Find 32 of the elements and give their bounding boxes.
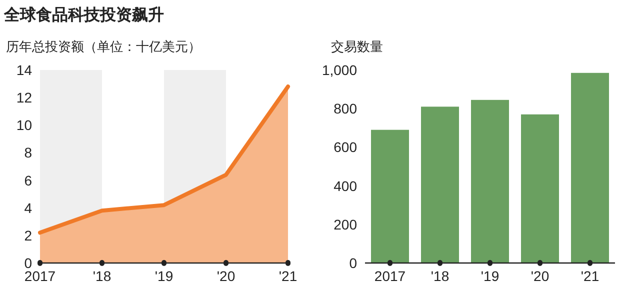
y-tick-label: 2 [24, 227, 32, 244]
bar [521, 114, 559, 263]
y-axis-title: 历年总投资额（单位：十亿美元） [6, 39, 201, 54]
bar [471, 100, 509, 263]
y-tick-label: 14 [16, 62, 32, 78]
y-tick-label: 800 [334, 100, 358, 117]
y-tick-label: 4 [24, 200, 32, 216]
bar [421, 106, 459, 263]
y-tick-label: 600 [334, 139, 358, 156]
x-tick-label: 2017 [374, 268, 406, 284]
x-tick-label: 2017 [24, 268, 56, 284]
x-tick-label: '21 [580, 268, 600, 284]
y-tick-label: 6 [24, 172, 32, 188]
y-tick-label: 12 [16, 90, 32, 106]
x-tick-label: '20 [216, 268, 236, 284]
x-tick-label: '18 [92, 268, 112, 284]
y-tick-label: 0 [349, 255, 358, 271]
y-tick-label: 200 [334, 216, 358, 232]
y-tick-label: 1,000 [322, 62, 358, 78]
bar [371, 130, 409, 263]
y-tick-label: 8 [24, 144, 32, 161]
x-tick-label: '21 [278, 268, 298, 284]
bar [571, 72, 609, 263]
x-tick-label: '20 [530, 268, 550, 284]
chart-title: 全球食品科技投资飙升 [3, 6, 164, 24]
y-axis-title: 交易数量 [331, 39, 383, 54]
x-tick-label: '18 [430, 268, 450, 284]
y-tick-label: 0 [24, 255, 32, 271]
x-tick-label: '19 [480, 268, 500, 284]
y-tick-label: 10 [16, 117, 32, 134]
y-tick-label: 400 [334, 178, 358, 194]
x-tick-label: '19 [154, 268, 174, 284]
